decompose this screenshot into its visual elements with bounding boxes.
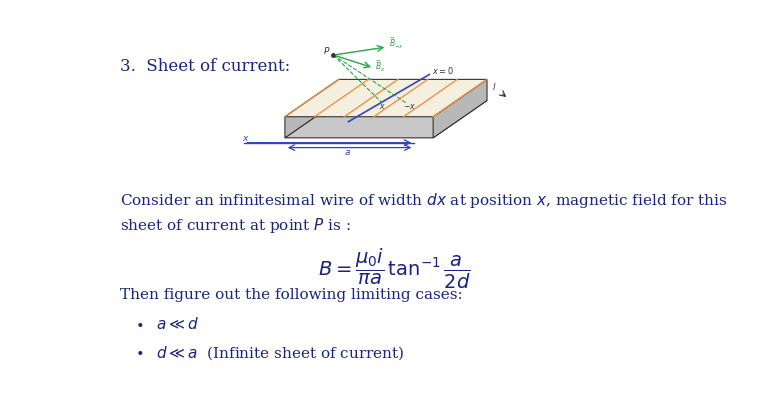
- Text: $a \ll d$: $a \ll d$: [156, 315, 199, 331]
- Polygon shape: [285, 101, 487, 139]
- Text: $P$: $P$: [323, 45, 330, 56]
- Polygon shape: [285, 80, 487, 117]
- Text: Consider an infinitesimal wire of width $dx$ at position $x$, magnetic field for: Consider an infinitesimal wire of width …: [120, 190, 728, 209]
- Text: $\bullet$: $\bullet$: [135, 343, 143, 357]
- Text: $B = \dfrac{\mu_0 i}{\pi a}\,\tan^{-1}\dfrac{a}{2d}$: $B = \dfrac{\mu_0 i}{\pi a}\,\tan^{-1}\d…: [318, 247, 471, 291]
- Text: $x$: $x$: [380, 102, 387, 111]
- Text: Then figure out the following limiting cases:: Then figure out the following limiting c…: [120, 287, 463, 301]
- Text: $x=0$: $x=0$: [432, 65, 454, 76]
- Text: $\bullet$: $\bullet$: [135, 315, 143, 329]
- Text: $-x$: $-x$: [403, 102, 417, 111]
- Polygon shape: [285, 80, 339, 139]
- Text: $d \ll a$  (Infinite sheet of current): $d \ll a$ (Infinite sheet of current): [156, 343, 404, 361]
- Text: $a$: $a$: [344, 148, 351, 157]
- Polygon shape: [433, 80, 487, 139]
- Text: $\vec{B}_{-x}$: $\vec{B}_{-x}$: [389, 36, 403, 51]
- Text: sheet of current at point $P$ is :: sheet of current at point $P$ is :: [120, 215, 351, 234]
- Text: $l$: $l$: [493, 81, 497, 92]
- Text: $\vec{B}_{x}$: $\vec{B}_{x}$: [375, 59, 386, 74]
- Text: $x$: $x$: [242, 134, 249, 143]
- Text: 3.  Sheet of current:: 3. Sheet of current:: [120, 58, 290, 75]
